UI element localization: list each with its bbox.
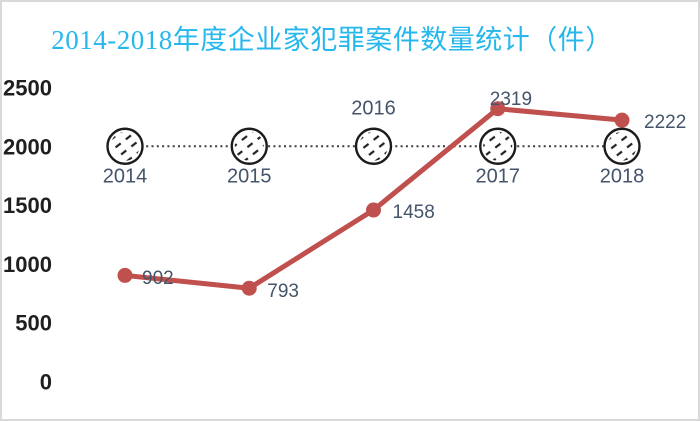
x-category-label: 2015 <box>227 165 272 187</box>
y-axis-tick-label: 1500 <box>3 193 52 218</box>
data-value-label: 1458 <box>393 202 435 223</box>
hatched-circle-fill <box>110 131 140 161</box>
y-axis-tick-label: 2500 <box>3 75 52 100</box>
data-value-label: 902 <box>142 268 174 289</box>
y-axis-tick-label: 1000 <box>3 252 52 277</box>
hatched-circle-fill <box>483 131 513 161</box>
y-axis-tick-label: 500 <box>15 311 52 336</box>
data-point-marker <box>366 202 381 218</box>
y-axis-labels: 2500 2000 1500 1000 500 0 <box>3 75 52 394</box>
y-axis-tick-label: 0 <box>40 370 52 395</box>
x-category-label: 2017 <box>476 165 521 187</box>
chart-title: 2014-2018年度企业家犯罪案件数量统计（件） <box>51 25 613 55</box>
data-point-marker <box>241 280 257 296</box>
data-value-label: 2222 <box>644 112 686 133</box>
data-series-layer <box>117 101 630 296</box>
y-axis-tick-label: 2000 <box>3 134 52 159</box>
x-category-label: 2014 <box>103 165 148 187</box>
data-value-label: 2319 <box>490 89 532 110</box>
x-category-label: 2016 <box>351 97 396 119</box>
data-value-label: 793 <box>267 281 299 302</box>
data-point-marker <box>614 112 630 128</box>
data-labels-layer: 902 793 1458 2319 2222 <box>142 89 686 302</box>
hatched-circle-fill <box>359 131 388 161</box>
reference-line-layer: 2014 2015 2016 2017 2018 <box>103 97 645 187</box>
hatched-circle-fill <box>234 131 264 161</box>
data-point-marker <box>117 267 133 283</box>
hatched-circle-fill <box>607 131 637 161</box>
data-point-marker <box>490 101 506 117</box>
x-category-label: 2018 <box>600 165 645 187</box>
